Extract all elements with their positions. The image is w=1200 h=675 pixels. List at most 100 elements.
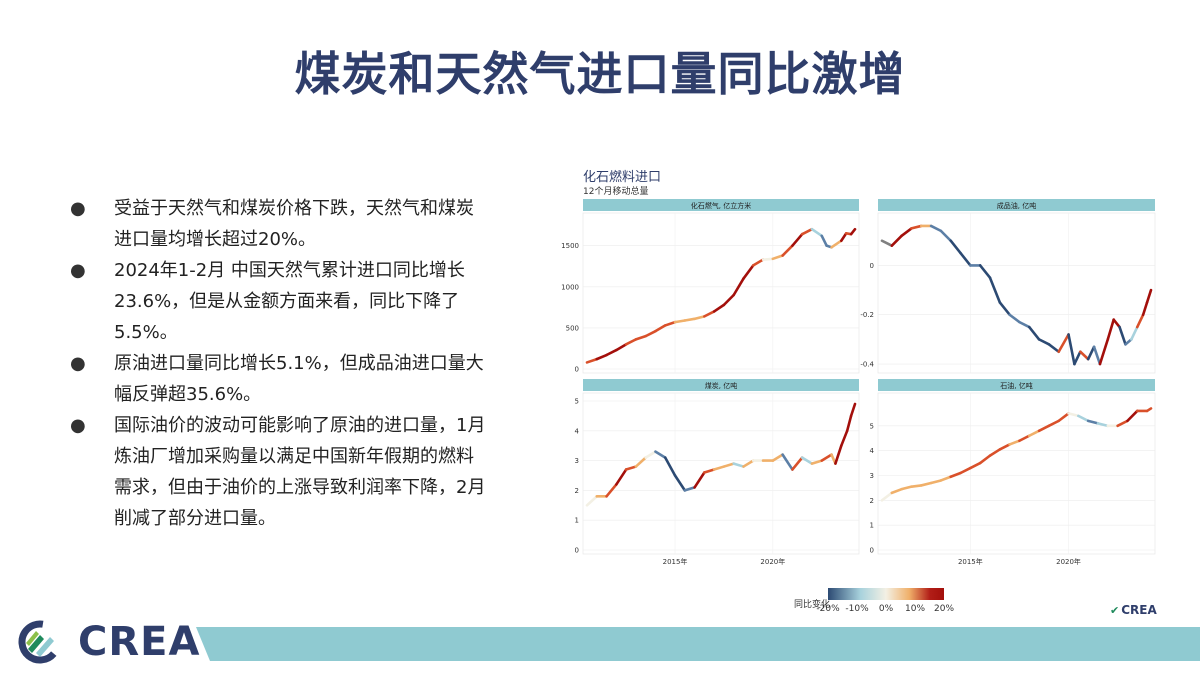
panel-strip <box>878 379 1155 391</box>
series-segment <box>712 303 726 313</box>
series-segment <box>1145 288 1153 304</box>
bullet-text: 原油进口量同比增长5.1%，但成品油进口量大幅反弹超35.6%。 <box>114 353 484 405</box>
series-segment <box>791 232 804 247</box>
series-segment <box>820 234 828 247</box>
series-segment <box>1077 414 1090 423</box>
series-segment <box>712 465 726 471</box>
series-segment <box>673 319 687 324</box>
legend-tick-label: -10% <box>845 604 869 614</box>
slide-title: 煤炭和天然气进口量同比激增 <box>294 47 906 101</box>
series-segment <box>1008 439 1021 446</box>
panel-title: 成品油, 亿吨 <box>997 201 1036 210</box>
series-segment <box>654 324 667 333</box>
series-segment <box>890 487 903 495</box>
series-segment <box>1130 325 1139 341</box>
series-segment <box>959 466 972 475</box>
series-segment <box>673 474 687 492</box>
series-segment <box>1098 338 1110 366</box>
panel-title: 石油, 亿吨 <box>1000 381 1032 390</box>
crea-small-logo: ✔ CREA <box>1110 603 1157 617</box>
series-segment <box>585 495 599 507</box>
series-segment <box>771 254 784 261</box>
series-segment <box>1073 350 1082 366</box>
y-tick-label: 3 <box>575 457 579 465</box>
series-segment <box>1126 409 1139 423</box>
series-segment <box>998 301 1011 317</box>
series-segment <box>644 450 657 459</box>
bullet-text: 2024年1-2月 中国天然气累计进口同比增长23.6%，但是从金额方面来看，同… <box>114 260 465 343</box>
y-tick-label: 0 <box>575 547 579 555</box>
series-segment <box>615 468 628 486</box>
legend-color-bar <box>828 588 944 600</box>
y-tick-label: 4 <box>575 427 580 435</box>
series-segment <box>644 329 657 338</box>
bullet-dot: ● <box>70 415 86 436</box>
series-segment <box>634 334 647 341</box>
bullet-text: 国际油价的波动可能影响了原油的进口量，1月炼油厂增加采购量以满足中国新年假期的燃… <box>114 415 486 529</box>
series-segment <box>751 258 765 267</box>
x-tick-label: 2020年 <box>1056 557 1081 566</box>
y-tick-label: 0 <box>575 366 579 374</box>
footer-band <box>196 627 1200 661</box>
series-segment <box>654 450 667 459</box>
series-segment <box>880 491 894 502</box>
bullet-dot: ● <box>70 260 86 281</box>
series-segment <box>781 453 794 471</box>
series-segment <box>595 353 608 361</box>
series-segment <box>845 414 853 433</box>
series-segment <box>959 251 972 267</box>
series-segment <box>605 483 618 498</box>
series-segment <box>683 486 696 492</box>
crea-logo-text: CREA <box>78 619 201 665</box>
series-segment <box>732 277 745 297</box>
x-tick-label: 2015年 <box>663 557 688 566</box>
series-segment <box>1057 412 1070 423</box>
panel-strip <box>878 199 1155 211</box>
series-segment <box>929 224 943 233</box>
series-segment <box>840 429 849 447</box>
y-tick-label: 1 <box>575 517 579 525</box>
series-segment <box>732 462 745 468</box>
plot-area <box>582 392 860 555</box>
series-segment <box>929 479 943 485</box>
series-segment <box>722 293 736 307</box>
bullet-item: ● 受益于天然气和煤炭价格下跌，天然气和煤炭进口量均增长超过20%。 <box>68 193 488 255</box>
series-segment <box>693 315 706 321</box>
series-segment <box>624 465 638 471</box>
series-segment <box>1141 301 1149 317</box>
chart-panel: 煤炭, 亿吨 0 1 2 3 4 5 2015年 2020年 <box>575 379 860 566</box>
bullet-text: 受益于天然气和煤炭价格下跌，天然气和煤炭进口量均增长超过20%。 <box>114 198 474 250</box>
series-segment <box>1086 419 1100 425</box>
series-segment <box>978 454 992 465</box>
plot-area <box>877 212 1156 374</box>
series-segment <box>1047 343 1061 354</box>
series-segment <box>663 320 677 327</box>
y-tick-label: 4 <box>870 447 875 455</box>
series-segment <box>988 448 1002 457</box>
series-segment <box>585 357 599 364</box>
series-segment <box>1067 412 1080 418</box>
legend-title: 同比变化 <box>794 600 831 610</box>
bullet-dot: ● <box>70 198 86 219</box>
series-segment <box>1145 407 1153 413</box>
series-segment <box>742 459 755 468</box>
bullet-item: ● 2024年1-2月 中国天然气累计进口同比增长23.6%，但是从金额方面来看，… <box>68 255 488 348</box>
series-segment <box>849 227 857 236</box>
series-segment <box>998 443 1011 451</box>
y-tick-label: 0 <box>870 547 874 555</box>
series-segment <box>910 224 923 230</box>
series-segment <box>1018 434 1031 443</box>
legend-tick-label: 10% <box>904 604 926 614</box>
chart-title: 化石燃料进口 <box>583 170 662 185</box>
chart-panel: 化石燃气, 亿立方米 0 500 1000 1500 <box>561 199 860 374</box>
y-tick-label: 1000 <box>561 283 579 291</box>
series-segment <box>1135 313 1145 329</box>
series-segment <box>830 239 843 249</box>
chart-panel: 成品油, 亿吨 -0.4 -0.2 0 <box>860 199 1156 374</box>
series-segment <box>683 317 696 322</box>
series-segment <box>791 456 804 471</box>
series-segment <box>969 461 982 470</box>
y-tick-label: 3 <box>870 472 874 480</box>
series-segment <box>949 471 962 479</box>
y-tick-label: -0.2 <box>860 311 874 319</box>
